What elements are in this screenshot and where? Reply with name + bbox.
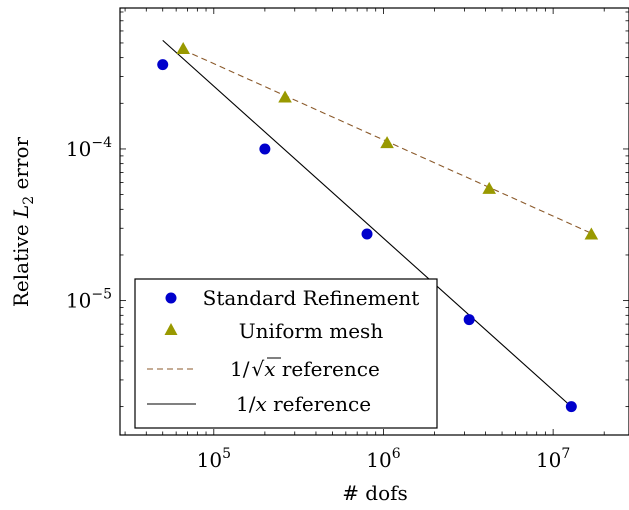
legend-label-standard-refinement: Standard Refinement <box>203 286 420 310</box>
x-tick-label: 107 <box>536 446 570 472</box>
standard-refinement-point <box>259 143 271 155</box>
y-tick-label: 10−5 <box>66 287 112 313</box>
standard-refinement-point <box>157 59 169 71</box>
uniform-mesh-point <box>176 41 190 54</box>
uniform-mesh-point <box>584 227 599 240</box>
sqrt-ref-radical-sign: √ <box>251 357 264 381</box>
inv-ref-var: x <box>255 392 266 416</box>
legend-box <box>134 278 438 429</box>
uniform-mesh-point <box>482 181 497 194</box>
sqrt-ref-radicand: x <box>264 357 275 381</box>
uniform-mesh-point <box>278 90 292 103</box>
y-axis-title: Relative L2 error <box>9 136 37 307</box>
x-tick-label: 105 <box>197 446 231 472</box>
sqrt-ref-prefix: 1/ <box>230 357 250 381</box>
y-axis-title-suffix: error <box>9 136 33 195</box>
plot-frame <box>119 7 629 436</box>
series-layer <box>157 39 599 413</box>
inv-ref-prefix: 1/ <box>236 392 256 416</box>
y-tick-label: 10−4 <box>66 135 112 161</box>
y-axis-title-var: L <box>9 205 33 219</box>
uniform-mesh-point <box>380 136 394 149</box>
inverse-reference-line <box>162 39 572 408</box>
x-axis-title: # dofs <box>342 481 408 505</box>
standard-refinement-point <box>565 401 577 413</box>
legend: Standard Refinement Uniform mesh 1/√x re… <box>134 278 438 429</box>
y-axis-title-prefix: Relative <box>9 218 33 307</box>
sqrt-ref-suffix: reference <box>276 357 380 381</box>
legend-marker-standard-refinement <box>165 292 177 304</box>
legend-label-uniform-mesh: Uniform mesh <box>239 319 384 343</box>
legend-marker-uniform-mesh <box>164 323 178 335</box>
y-axis-title-sub: 2 <box>21 196 37 205</box>
legend-label-inverse-reference: 1/x reference <box>236 392 371 416</box>
svg-text:1/√x reference: 1/√x reference <box>230 357 380 381</box>
standard-refinement-point <box>463 314 475 326</box>
x-tick-label: 106 <box>366 446 400 472</box>
standard-refinement-point <box>361 228 373 240</box>
inv-ref-suffix: reference <box>267 392 371 416</box>
ticks-layer: 105 106 107 10−5 10−4 <box>66 8 629 472</box>
legend-label-sqrt-reference: 1/√x reference <box>230 357 380 381</box>
